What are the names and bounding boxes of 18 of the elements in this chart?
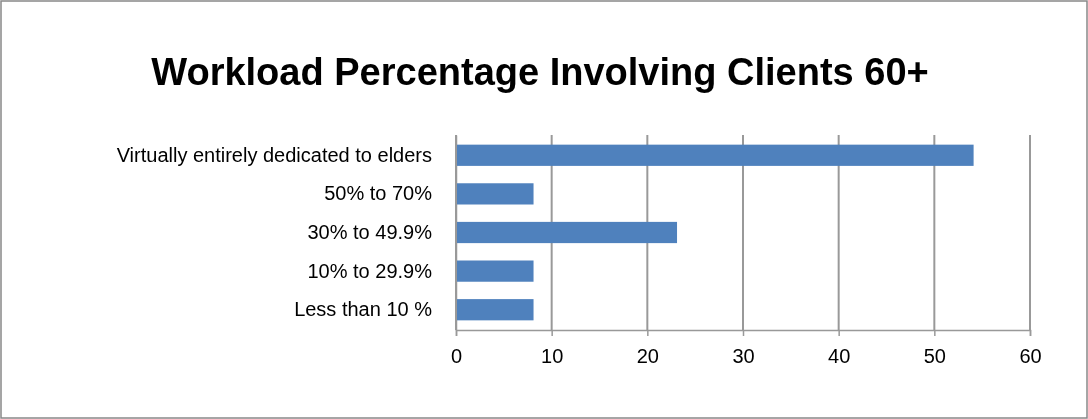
bar — [457, 183, 534, 205]
y-tick-label: 10% to 29.9% — [307, 259, 433, 282]
x-tick-label: 30 — [732, 345, 755, 367]
chart-title: Workload Percentage Involving Clients 60+ — [151, 51, 929, 93]
x-tick-label: 60 — [1019, 345, 1042, 367]
bar — [457, 144, 974, 166]
bar — [457, 260, 534, 282]
x-tick-label: 20 — [636, 345, 659, 367]
y-tick-label: 50% to 70% — [324, 182, 433, 205]
bar — [457, 299, 534, 321]
x-tick-label: 40 — [828, 345, 851, 367]
y-tick-label: 30% to 49.9% — [307, 220, 433, 243]
bar — [457, 221, 678, 244]
x-tick-label: 10 — [541, 345, 564, 367]
y-tick-label: Less than 10 % — [294, 298, 433, 321]
x-tick-label: 50 — [923, 345, 946, 367]
x-tick-label: 0 — [450, 345, 463, 367]
y-tick-label: Virtually entirely dedicated to elders — [116, 143, 432, 166]
